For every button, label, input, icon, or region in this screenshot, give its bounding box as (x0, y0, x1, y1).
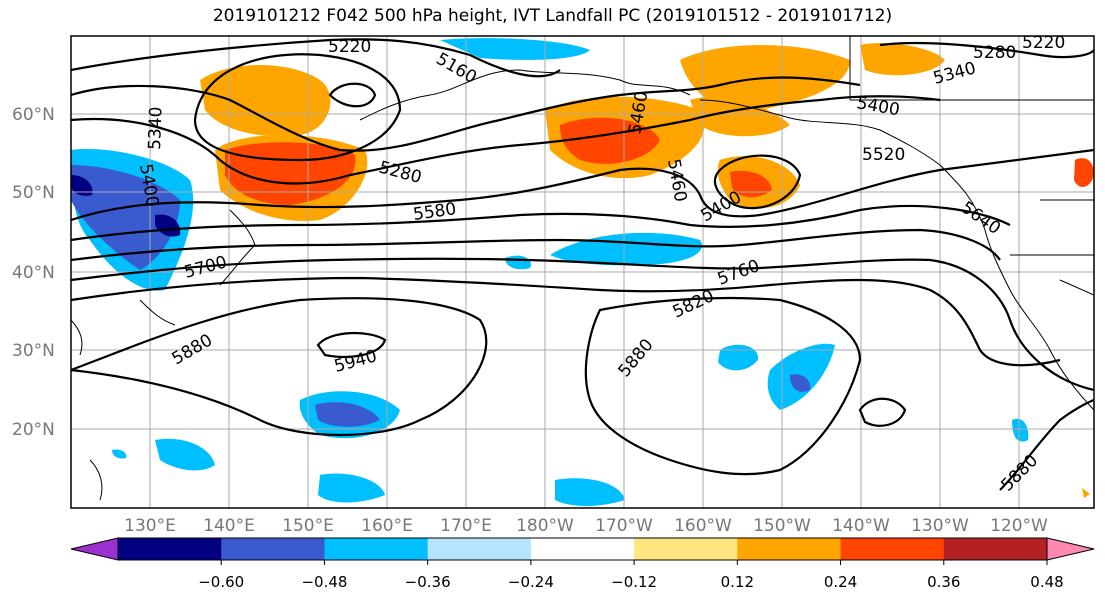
colorbar-tick-label: −0.12 (611, 573, 657, 591)
lon-label: 140°W (832, 516, 890, 536)
colorbar-segment (530, 538, 635, 560)
lat-label: 60°N (12, 105, 55, 125)
lat-label: 20°N (12, 420, 55, 440)
contour-label: 5220 (328, 37, 371, 57)
lat-label: 50°N (12, 183, 55, 203)
colorbar-tick-label: −0.48 (301, 573, 347, 591)
colorbar-tick-label: 0.24 (824, 573, 857, 591)
lat-label: 30°N (12, 341, 55, 361)
lon-label: 150°W (753, 516, 811, 536)
colorbar-segment (221, 538, 325, 560)
lon-label: 150°E (282, 516, 334, 536)
map-border (70, 35, 1095, 509)
lon-label: 180°W (516, 516, 574, 536)
colorbar-segment (634, 538, 738, 560)
contour-label: 5280 (973, 43, 1016, 63)
contour-label: 5520 (862, 145, 905, 165)
colorbar-segment (737, 538, 842, 560)
latitude-labels: 60°N 50°N 40°N 30°N 20°N (12, 105, 55, 440)
map-title: 2019101212 F042 500 hPa height, IVT Land… (212, 6, 893, 26)
colorbar-tick-label: −0.24 (508, 573, 554, 591)
colorbar: −0.60 −0.48 −0.36 −0.24 −0.12 0.12 0.24 0.36 0.4… (70, 537, 1095, 591)
contour-label: 5340 (145, 106, 166, 150)
colorbar-segment (118, 538, 222, 560)
contour-label: 5220 (1022, 33, 1065, 53)
colorbar-segment (324, 538, 429, 560)
colorbar-tick-label: 0.12 (721, 573, 754, 591)
ivt-negative-fields (71, 38, 1029, 506)
lon-label: 170°W (595, 516, 653, 536)
colorbar-tick-label: 0.48 (1030, 573, 1063, 591)
lon-label: 170°E (440, 516, 492, 536)
colorbar-segment (943, 538, 1048, 560)
colorbar-frame (117, 537, 1048, 561)
lon-label: 160°E (361, 516, 413, 536)
lon-label: 140°E (203, 516, 255, 536)
colorbar-segment (840, 538, 945, 560)
lon-label: 130°E (124, 516, 176, 536)
height-contours (71, 38, 1094, 491)
colorbar-lower-extension (70, 537, 119, 561)
lon-label: 160°W (674, 516, 732, 536)
lat-label: 40°N (12, 263, 55, 283)
ivt-positive-fields (200, 43, 1094, 498)
longitude-labels: 130°E 140°E 150°E 160°E 170°E 180°W 170°… (124, 516, 1048, 536)
lon-label: 120°W (990, 516, 1048, 536)
colorbar-tick-label: 0.36 (927, 573, 960, 591)
contour-labels: 5220 5160 5280 5220 5340 5400 5340 5400 … (135, 33, 1065, 496)
colorbar-upper-extension (1046, 537, 1095, 561)
colorbar-segment (427, 538, 532, 560)
colorbar-tick-label: −0.60 (198, 573, 244, 591)
lon-label: 130°W (911, 516, 969, 536)
colorbar-tick-label: −0.36 (405, 573, 451, 591)
